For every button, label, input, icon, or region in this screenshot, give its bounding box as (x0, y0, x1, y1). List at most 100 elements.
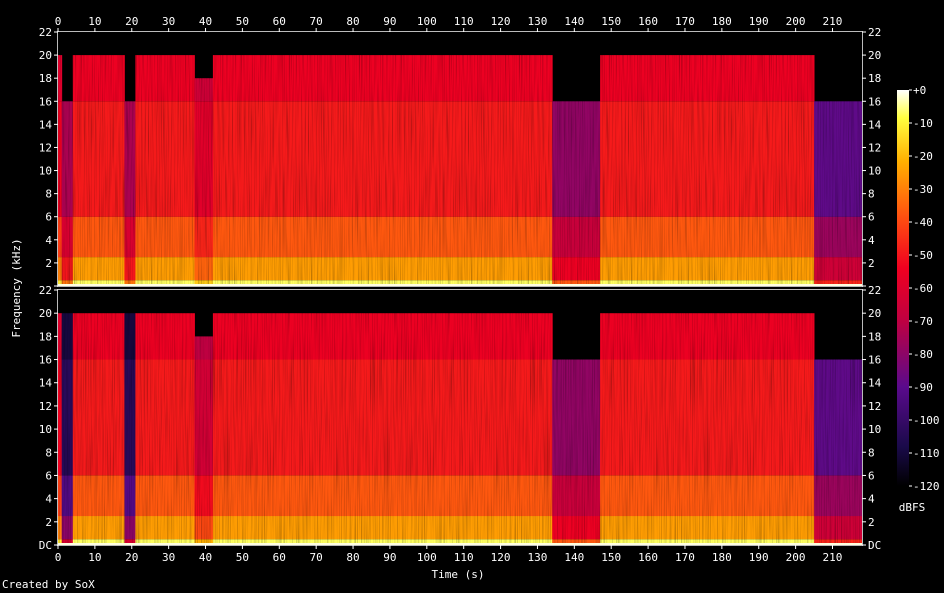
y-tick-label: 8 (868, 188, 875, 201)
x-tick-label: 0 (55, 15, 62, 28)
y-tick-label: 12 (39, 141, 52, 154)
x-tick-label: 200 (786, 15, 806, 28)
colorbar-tick-label: -10 (913, 117, 933, 130)
y-tick-label: 6 (868, 211, 875, 224)
created-by-credit: Created by SoX (2, 578, 95, 591)
x-tick-label: 160 (638, 551, 658, 564)
y-tick-label: 12 (868, 400, 881, 413)
y-tick-label: 8 (868, 446, 875, 459)
y-tick-label: 18 (39, 72, 52, 85)
y-tick-label: 14 (868, 118, 882, 131)
y-tick-label: 22 (868, 26, 881, 39)
x-tick-label: 50 (236, 15, 249, 28)
y-tick-label: 20 (868, 307, 881, 320)
x-tick-label: 30 (162, 551, 175, 564)
x-tick-label: 130 (528, 551, 548, 564)
y-tick-label: 18 (868, 330, 881, 343)
y-tick-label: 2 (868, 516, 875, 529)
colorbar-tick-label: -60 (913, 282, 933, 295)
panel-frame (57, 289, 863, 546)
x-tick-label: 150 (601, 551, 621, 564)
y-tick-label: 10 (39, 165, 52, 178)
colorbar-tick-label: -20 (913, 150, 933, 163)
x-tick-label: 130 (528, 15, 548, 28)
y-tick-label: 14 (39, 118, 53, 131)
x-tick-label: 60 (273, 551, 286, 564)
x-tick-label: 160 (638, 15, 658, 28)
colorbar-tick-label: +0 (913, 84, 926, 97)
x-tick-label: 90 (383, 551, 396, 564)
colorbar-tick-label: -100 (913, 414, 940, 427)
colorbar-label: dBFS (899, 501, 926, 514)
y-tick-label: 20 (868, 49, 881, 62)
x-tick-label: 50 (236, 551, 249, 564)
y-axis-label: Frequency (kHz) (10, 238, 23, 337)
panel-frame (57, 31, 863, 287)
x-tick-label: 20 (125, 15, 138, 28)
x-tick-label: 180 (712, 551, 732, 564)
y-tick-label: 12 (868, 141, 881, 154)
x-tick-label: 110 (454, 551, 474, 564)
y-tick-label: 18 (868, 72, 881, 85)
colorbar-tick-label: -90 (913, 381, 933, 394)
y-tick-label: 22 (39, 26, 52, 39)
x-tick-label: 150 (601, 15, 621, 28)
x-tick-label: 0 (55, 551, 62, 564)
y-tick-label: 6 (45, 211, 52, 224)
noise-texture (58, 32, 862, 286)
x-axis-label: Time (s) (432, 568, 485, 581)
y-tick-label: 14 (868, 377, 882, 390)
x-tick-label: 10 (88, 551, 101, 564)
x-tick-label: 210 (823, 551, 843, 564)
colorbar-tick-label: -30 (913, 183, 933, 196)
x-tick-label: 140 (564, 551, 584, 564)
channel-panel-1 (57, 31, 863, 287)
y-tick-label: 8 (45, 446, 52, 459)
y-tick-label: DC (39, 539, 52, 552)
colorbar-tick-label: -80 (913, 348, 933, 361)
x-tick-label: 40 (199, 15, 212, 28)
x-tick-label: 100 (417, 15, 437, 28)
y-tick-label: 10 (868, 423, 881, 436)
y-tick-label: 16 (868, 354, 881, 367)
colorbar-tick-label: -110 (913, 447, 940, 460)
noise-texture (58, 290, 862, 545)
y-tick-label: 4 (45, 234, 52, 247)
y-tick-label: 16 (39, 95, 52, 108)
x-tick-label: 70 (310, 15, 323, 28)
y-tick-label: 8 (45, 188, 52, 201)
y-tick-label: 20 (39, 49, 52, 62)
y-tick-label: DC (868, 539, 881, 552)
x-tick-label: 190 (749, 15, 769, 28)
x-tick-label: 170 (675, 551, 695, 564)
x-tick-label: 100 (417, 551, 437, 564)
x-tick-label: 140 (564, 15, 584, 28)
y-tick-label: 4 (868, 234, 875, 247)
x-tick-label: 170 (675, 15, 695, 28)
colorbar-tick-label: -70 (913, 315, 933, 328)
x-tick-label: 10 (88, 15, 101, 28)
y-tick-label: 16 (868, 95, 881, 108)
x-tick-label: 80 (346, 15, 359, 28)
colorbar-tick-label: -40 (913, 216, 933, 229)
x-tick-label: 70 (310, 551, 323, 564)
colorbar-gradient (897, 90, 909, 486)
y-tick-label: 6 (868, 469, 875, 482)
y-tick-label: 18 (39, 330, 52, 343)
y-tick-label: 2 (868, 257, 875, 270)
colorbar-tick-label: -120 (913, 480, 940, 493)
y-tick-label: 12 (39, 400, 52, 413)
channel-panel-2 (57, 289, 863, 546)
x-tick-label: 180 (712, 15, 732, 28)
x-tick-label: 20 (125, 551, 138, 564)
y-tick-label: 6 (45, 469, 52, 482)
x-tick-label: 200 (786, 551, 806, 564)
y-tick-label: 4 (868, 493, 875, 506)
y-tick-label: 14 (39, 377, 53, 390)
x-tick-label: 40 (199, 551, 212, 564)
x-tick-label: 190 (749, 551, 769, 564)
x-tick-label: 110 (454, 15, 474, 28)
y-tick-label: 16 (39, 354, 52, 367)
y-tick-label: 2 (45, 516, 52, 529)
